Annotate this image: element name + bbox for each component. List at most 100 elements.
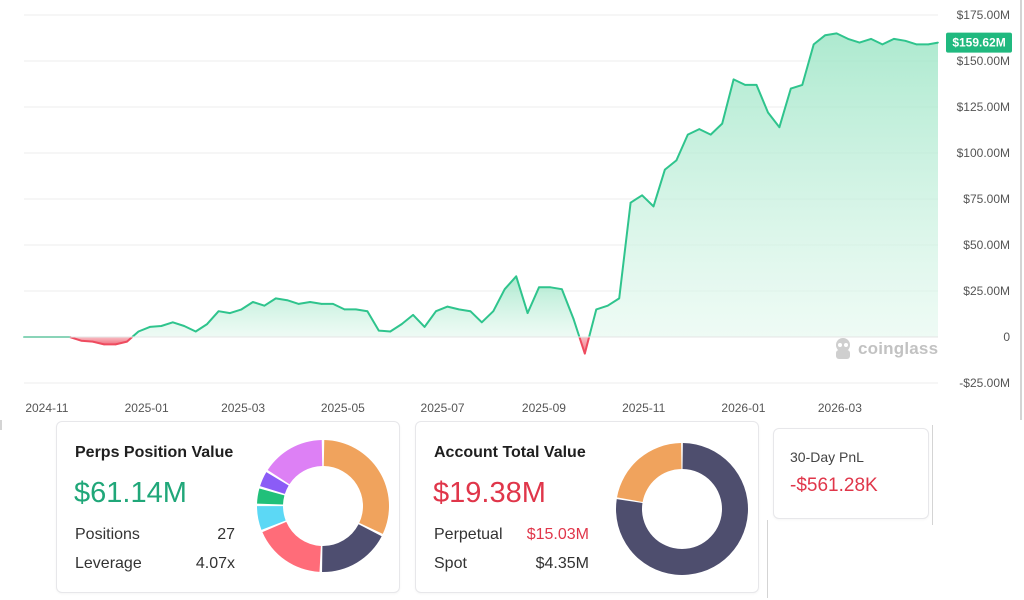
data-point	[698, 128, 701, 130]
chart-area: $175.00M $150.00M $125.00M $100.00M $75.00M $…	[23, 8, 1012, 415]
data-point	[366, 310, 369, 313]
data-point	[606, 304, 609, 307]
perpetual-value: $15.03M	[526, 526, 589, 543]
perps-donut-slice	[322, 524, 382, 572]
data-point	[481, 321, 483, 324]
data-point	[149, 326, 151, 328]
x-tick-label: 2025-11	[622, 401, 665, 415]
data-point	[755, 84, 758, 86]
data-point	[847, 38, 849, 40]
frame-divider	[0, 420, 2, 430]
data-point	[458, 308, 460, 311]
data-point	[618, 297, 620, 300]
data-point	[675, 159, 678, 162]
data-point	[137, 330, 140, 333]
positions-label: Positions	[75, 526, 140, 543]
data-point	[435, 310, 437, 313]
perps-donut-slice	[257, 506, 286, 530]
data-point	[744, 84, 746, 86]
data-point	[297, 303, 300, 305]
data-point	[160, 325, 163, 327]
data-point	[172, 321, 174, 324]
negative-area-fill	[579, 337, 590, 354]
x-tick-label: 2025-09	[522, 401, 566, 415]
coinglass-logo-icon	[836, 338, 850, 359]
y-tick-label: $50.00M	[963, 238, 1010, 252]
data-point	[549, 286, 552, 289]
perpetual-label: Perpetual	[434, 526, 503, 543]
y-tick-label: $75.00M	[963, 192, 1010, 206]
account-total-value: $19.38M	[433, 477, 546, 509]
data-point	[320, 303, 323, 305]
account-card-title: Account Total Value	[434, 444, 586, 461]
data-point	[904, 40, 907, 42]
data-point	[515, 275, 517, 278]
account-total-card: Account Total Value $19.38M Perpetual $1…	[415, 421, 759, 593]
data-point	[812, 43, 815, 46]
spot-label: Spot	[434, 555, 467, 572]
data-point	[240, 308, 243, 311]
data-point	[103, 343, 105, 346]
data-point	[423, 326, 426, 328]
data-point	[229, 312, 231, 314]
y-tick-label: $125.00M	[957, 100, 1010, 114]
account-donut-slice	[617, 443, 682, 502]
data-point	[378, 329, 380, 332]
leverage-value: 4.07x	[195, 555, 235, 572]
data-point	[526, 312, 529, 314]
x-tick-label: 2026-03	[818, 401, 862, 415]
x-tick-label: 2025-05	[321, 401, 365, 415]
data-point	[343, 308, 346, 311]
data-point	[126, 340, 128, 343]
data-point	[355, 308, 357, 311]
positive-area-fill	[132, 276, 580, 337]
data-point	[915, 43, 918, 46]
data-point	[114, 343, 117, 346]
pnl-label: 30-Day PnL	[790, 449, 864, 465]
account-donut-chart	[616, 443, 748, 575]
perps-donut-slice	[260, 472, 289, 494]
data-point	[801, 84, 804, 86]
last-value-label: $159.62M	[952, 36, 1005, 50]
x-tick-label: 2024-11	[25, 401, 68, 415]
data-point	[217, 310, 220, 313]
positions-value: 27	[217, 526, 235, 543]
data-point	[80, 339, 82, 342]
data-point	[469, 310, 472, 313]
data-point	[561, 288, 563, 291]
data-point	[881, 43, 884, 46]
data-point	[937, 41, 939, 44]
frame-divider	[932, 425, 933, 525]
perps-donut-slice	[323, 440, 389, 534]
x-tick-label: 2025-07	[421, 401, 465, 415]
data-point	[687, 133, 689, 136]
data-point	[721, 122, 723, 125]
perps-donut-slice	[257, 488, 285, 505]
data-point	[858, 41, 861, 44]
data-point	[767, 111, 769, 114]
data-point	[664, 168, 666, 171]
data-point	[309, 301, 311, 303]
data-point	[778, 126, 781, 128]
positive-value-line	[588, 32, 939, 338]
perps-donut-slice	[262, 521, 321, 572]
pnl-value: -$561.28K	[790, 475, 878, 496]
frame-divider	[767, 520, 768, 598]
spot-value: $4.35M	[535, 555, 589, 572]
last-value-badge	[946, 32, 1012, 53]
x-tick-label: 2025-01	[125, 401, 169, 415]
data-point	[206, 323, 208, 325]
data-point	[400, 323, 403, 325]
data-point	[595, 308, 598, 311]
data-point	[870, 38, 872, 40]
perps-donut-chart	[257, 440, 389, 572]
negative-area-fill	[69, 337, 133, 345]
perps-card-title: Perps Position Value	[75, 444, 234, 461]
y-tick-label: $175.00M	[957, 8, 1010, 22]
data-point	[492, 310, 495, 313]
value-area-chart: $175.00M $150.00M $125.00M $100.00M $75.00M $…	[23, 8, 1012, 415]
data-point	[286, 299, 289, 302]
data-point	[538, 286, 540, 289]
data-point	[263, 304, 266, 307]
perps-position-card: Perps Position Value $61.14M Positions 2…	[56, 421, 400, 593]
